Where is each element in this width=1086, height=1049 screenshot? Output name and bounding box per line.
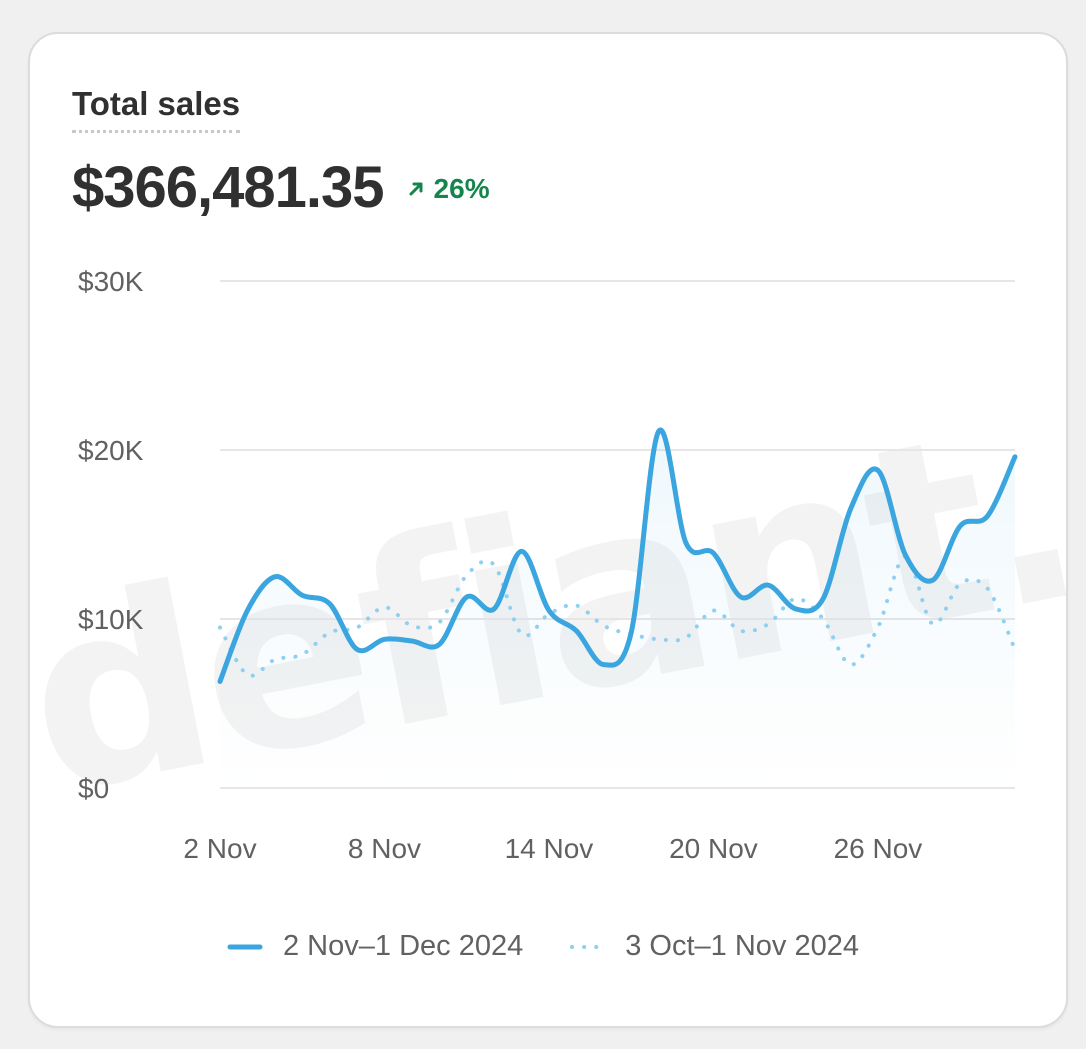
point-previous[interactable] [955,579,965,589]
legend-solid-line-icon [227,944,263,949]
change-percent: 26% [433,173,490,204]
point-previous[interactable] [352,622,362,632]
point-current[interactable] [1009,451,1021,463]
point-previous[interactable] [763,619,773,629]
legend-item-previous[interactable]: 3 Oct–1 Nov 2024 [569,930,859,963]
point-previous[interactable] [818,614,828,624]
sales-chart: $0 $10K $20K $30K 2 Nov 8 Nov 14 Nov 20 Nov 26 … [78,266,1021,864]
point-previous[interactable] [270,655,280,665]
point-previous[interactable] [873,622,883,632]
point-current[interactable] [872,464,884,476]
legend-label-previous: 3 Oct–1 Nov 2024 [625,930,859,962]
point-current[interactable] [351,643,363,655]
point-previous[interactable] [325,628,335,638]
point-current[interactable] [653,425,665,437]
point-current[interactable] [488,603,500,615]
point-previous[interactable] [708,606,718,616]
point-current[interactable] [680,537,692,549]
series-current-area [220,429,1015,788]
x-tick-label: 8 Nov [348,833,421,864]
point-current[interactable] [324,598,336,610]
x-tick-label: 2 Nov [183,833,256,864]
point-current[interactable] [461,591,473,603]
point-previous[interactable] [736,626,746,636]
point-current[interactable] [296,589,308,601]
series-previous-line[interactable] [218,554,1017,678]
point-current[interactable] [845,503,857,515]
y-tick-label: $10K [78,604,144,635]
point-previous[interactable] [983,584,993,594]
point-previous[interactable] [462,570,472,580]
x-tick-label: 20 Nov [669,833,758,864]
point-current[interactable] [735,591,747,603]
value-row: $366,481.35 26% [72,152,490,222]
point-previous[interactable] [928,619,938,629]
y-axis-labels: $0 $10K $20K $30K [78,266,144,804]
point-previous[interactable] [434,617,444,627]
point-previous[interactable] [379,602,389,612]
point-previous[interactable] [544,609,554,619]
x-axis-labels: 2 Nov 8 Nov 14 Nov 20 Nov 26 Nov [183,833,922,864]
point-previous[interactable] [407,621,417,631]
x-tick-label: 14 Nov [505,833,594,864]
point-current[interactable] [570,625,582,637]
legend-item-current[interactable]: 2 Nov–1 Dec 2024 [227,930,523,963]
change-badge: 26% [406,173,490,205]
point-previous[interactable] [846,660,856,670]
point-previous[interactable] [626,629,636,639]
x-tick-label: 26 Nov [834,833,923,864]
point-previous[interactable] [215,622,225,632]
point-previous[interactable] [900,551,910,561]
point-current[interactable] [241,605,253,617]
point-previous[interactable] [571,600,581,610]
legend-dotted-line-icon [570,944,605,949]
point-previous[interactable] [599,621,609,631]
point-current[interactable] [378,633,390,645]
chart-legend: 2 Nov–1 Dec 2024 3 Oct–1 Nov 2024 [0,930,1086,963]
total-sales-value: $366,481.35 [72,154,385,220]
point-current[interactable] [269,571,281,583]
point-current[interactable] [707,547,719,559]
point-current[interactable] [214,676,226,688]
point-current[interactable] [790,603,802,615]
point-previous[interactable] [489,560,499,570]
legend-label-current: 2 Nov–1 Dec 2024 [283,930,524,962]
y-tick-label: $30K [78,266,144,297]
point-previous[interactable] [517,629,527,639]
point-current[interactable] [433,638,445,650]
point-previous[interactable] [297,649,307,659]
y-tick-label: $20K [78,435,144,466]
point-current[interactable] [406,635,418,647]
point-current[interactable] [762,579,774,591]
point-current[interactable] [817,593,829,605]
y-tick-label: $0 [78,773,109,804]
arrow-up-right-icon [409,182,423,196]
point-previous[interactable] [681,633,691,643]
point-current[interactable] [927,574,939,586]
point-current[interactable] [982,510,994,522]
point-current[interactable] [598,659,610,671]
point-current[interactable] [954,520,966,532]
point-previous[interactable] [791,594,801,604]
point-current[interactable] [516,545,528,557]
card-title[interactable]: Total sales [72,84,241,133]
point-previous[interactable] [1010,644,1020,654]
series-current-line[interactable] [217,427,1018,684]
point-previous[interactable] [242,670,252,680]
point-previous[interactable] [654,634,664,644]
